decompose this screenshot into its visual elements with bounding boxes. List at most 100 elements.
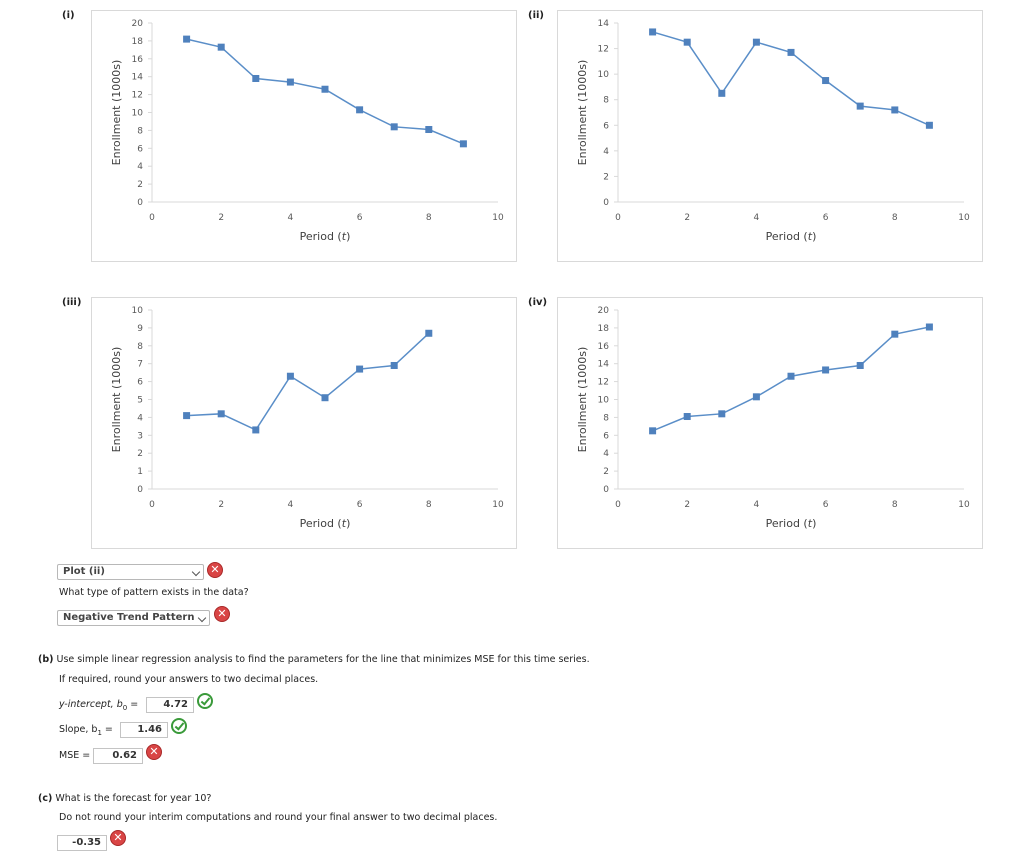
data-point xyxy=(459,140,467,148)
x-tick-label: 10 xyxy=(492,213,504,223)
x-tick-label: 2 xyxy=(684,213,690,223)
y-tick-label: 18 xyxy=(132,37,144,47)
data-point xyxy=(718,89,726,97)
plot-label-iv: (iv) xyxy=(528,297,548,308)
plot-select[interactable]: Plot (ii) xyxy=(57,564,204,580)
y-tick-label: 3 xyxy=(137,431,143,441)
data-point xyxy=(321,85,329,93)
plot-label-iii: (iii) xyxy=(62,297,82,308)
data-point xyxy=(356,365,364,373)
y-tick-label: 2 xyxy=(603,172,609,182)
x-tick-label: 10 xyxy=(958,213,970,223)
part-b-question: (b) Use simple linear regression analysi… xyxy=(38,654,590,665)
x-tick-label: 2 xyxy=(218,213,224,223)
y-tick-label: 12 xyxy=(598,378,609,388)
mse-label: MSE = xyxy=(59,750,91,761)
part-c-prefix: (c) xyxy=(38,793,53,804)
y-tick-label: 10 xyxy=(598,396,610,406)
x-tick-label: 6 xyxy=(823,213,829,223)
data-point xyxy=(286,78,294,86)
y-tick-label: 12 xyxy=(598,45,609,55)
slope-label: Slope, b1 = xyxy=(59,724,113,737)
chart-iv: 0 2 4 6 8 10 12 14 16 18 20 0 2 4 6 8 10 Enrollment (1000… xyxy=(557,297,983,549)
x-tick-label: 6 xyxy=(357,213,363,223)
y-tick-label: 4 xyxy=(603,147,609,157)
pattern-select[interactable]: Negative Trend Pattern xyxy=(57,610,210,626)
chart-iii-svg: 0 1 2 3 4 5 6 7 8 9 10 0 2 4 6 8 10 Enrollment (1000s) Per… xyxy=(110,306,504,530)
data-point xyxy=(183,412,191,420)
plot-label-ii: (ii) xyxy=(528,10,544,21)
plot-label-i: (i) xyxy=(62,10,75,21)
y-tick-label: 2 xyxy=(137,449,143,459)
x-tick-label: 4 xyxy=(754,213,760,223)
data-point xyxy=(649,28,657,36)
y-tick-label: 5 xyxy=(137,396,143,406)
data-point xyxy=(252,426,260,434)
correct-check-icon xyxy=(171,718,187,734)
y-tick-label: 4 xyxy=(137,162,143,172)
y-tick-label: 14 xyxy=(132,73,144,83)
data-point xyxy=(787,48,795,56)
chart-ii: 0 2 4 6 8 10 12 14 0 2 4 6 8 10 Enrollment (1000s) Peri… xyxy=(557,10,983,262)
x-tick-label: 2 xyxy=(684,500,690,510)
y-tick-label: 2 xyxy=(603,467,609,477)
chart-iv-svg: 0 2 4 6 8 10 12 14 16 18 20 0 2 4 6 8 10 Enrollment (1000… xyxy=(576,306,970,530)
data-point xyxy=(425,126,433,134)
y-tick-label: 14 xyxy=(598,19,610,29)
x-tick-label: 6 xyxy=(823,500,829,510)
y-axis-title: Enrollment (1000s) xyxy=(576,60,589,166)
chevron-down-icon xyxy=(191,567,201,577)
y-axis-title: Enrollment (1000s) xyxy=(110,60,123,166)
y-tick-label: 20 xyxy=(132,19,144,29)
data-point xyxy=(183,35,191,43)
y-tick-label: 16 xyxy=(132,55,144,65)
incorrect-x-icon: ✕ xyxy=(207,562,223,578)
y-tick-label: 14 xyxy=(598,360,610,370)
incorrect-x-icon: ✕ xyxy=(110,830,126,846)
part-b-prefix: (b) xyxy=(38,654,54,665)
chevron-down-icon xyxy=(197,613,207,623)
plot-select-value: Plot (ii) xyxy=(63,566,105,577)
data-point xyxy=(822,366,830,374)
data-point xyxy=(683,38,691,46)
data-point xyxy=(321,394,329,402)
x-tick-label: 2 xyxy=(218,500,224,510)
incorrect-x-icon: ✕ xyxy=(146,744,162,760)
x-tick-label: 0 xyxy=(615,500,621,510)
y-tick-label: 0 xyxy=(603,485,609,495)
mse-input[interactable]: 0.62 xyxy=(93,748,143,764)
part-b-question-text: Use simple linear regression analysis to… xyxy=(56,654,590,665)
y-tick-label: 6 xyxy=(137,144,143,154)
y-tick-label: 12 xyxy=(132,91,143,101)
data-point xyxy=(891,330,899,338)
x-tick-label: 8 xyxy=(426,213,432,223)
chart-i-svg: 0 2 4 6 8 10 12 14 16 18 20 0 2 4 6 8 10 Enrollment (1000… xyxy=(110,19,504,243)
slope-subscript: 1 xyxy=(97,728,102,737)
forecast-input[interactable]: -0.35 xyxy=(57,835,107,851)
y-tick-label: 0 xyxy=(603,198,609,208)
slope-input[interactable]: 1.46 xyxy=(120,722,168,738)
data-point xyxy=(286,372,294,380)
x-axis-title: Period (t) xyxy=(300,230,351,243)
y-tick-label: 6 xyxy=(603,121,609,131)
intercept-input[interactable]: 4.72 xyxy=(146,697,194,713)
series-line xyxy=(652,31,930,126)
y-tick-label: 10 xyxy=(132,306,144,316)
x-tick-label: 0 xyxy=(615,213,621,223)
y-tick-label: 10 xyxy=(132,109,144,119)
pattern-question: What type of pattern exists in the data? xyxy=(59,587,249,598)
x-tick-label: 4 xyxy=(288,213,294,223)
y-tick-label: 20 xyxy=(598,306,610,316)
x-tick-label: 10 xyxy=(958,500,970,510)
part-c-question: (c) What is the forecast for year 10? xyxy=(38,793,211,804)
part-c-note: Do not round your interim computations a… xyxy=(59,812,498,823)
x-axis-title: Period (t) xyxy=(300,517,351,530)
data-point xyxy=(683,413,691,421)
intercept-label: y-intercept, b0 = xyxy=(59,699,139,712)
slope-label-text: Slope, b xyxy=(59,724,98,735)
data-point xyxy=(217,43,225,51)
y-tick-label: 6 xyxy=(137,378,143,388)
correct-check-icon xyxy=(197,693,213,709)
incorrect-x-icon: ✕ xyxy=(214,606,230,622)
y-axis-title: Enrollment (1000s) xyxy=(110,347,123,453)
